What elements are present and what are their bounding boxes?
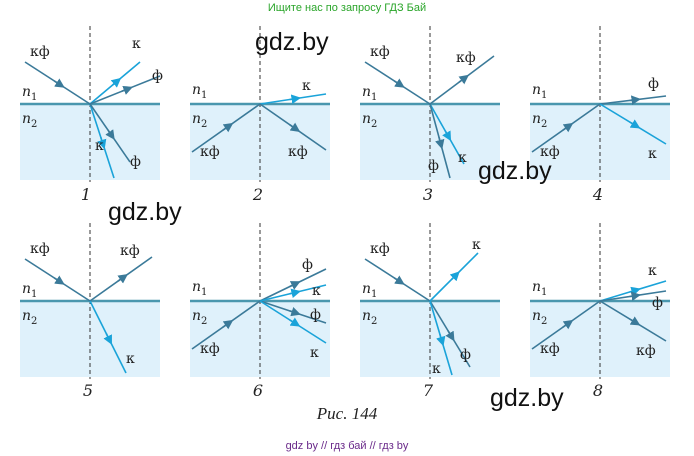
panel-1-refracted-k-arrow (97, 137, 107, 150)
footer-text: gdz by // гдз бай // гдз by (285, 440, 409, 452)
panel-3-incident-ray-arrow (393, 78, 405, 88)
figure-caption: Рис. 144 (316, 404, 378, 423)
watermark-2: gdz.by (478, 157, 552, 185)
top-banner: Ищите нас по запросу ГДЗ Бай (267, 2, 427, 14)
panel-6-refracted-f-arrow (289, 281, 301, 290)
panel-1-label-incident: кф (30, 44, 50, 60)
panel-6-label-reflected-k: к (310, 345, 319, 361)
panel-4-label-n1: n1 (532, 82, 547, 101)
panel-2-label-refracted-k: к (302, 78, 311, 94)
panel-7-refracted-f-arrow (445, 330, 455, 342)
panel-4-reflected-k-arrow (629, 119, 641, 129)
panel-7-label-refracted-k: к (432, 361, 441, 377)
watermark-4: gdz.by (490, 384, 564, 412)
panel-6-label-refracted-k: к (312, 283, 321, 299)
panel-7-label-incident: кф (370, 241, 390, 257)
panel-4-incident-ray-arrow (562, 122, 574, 133)
panel-5-incident-ray-arrow (53, 275, 65, 285)
watermark-3: gdz.by (108, 198, 182, 226)
panel-4-label-refracted-f: ф (648, 76, 659, 92)
panel-5-reflected-kf-arrow (117, 274, 129, 284)
panel-8-label-incident: кф (540, 341, 560, 357)
panel-8-label-refracted-k: к (648, 263, 657, 279)
panel-5-label-n1: n1 (22, 281, 37, 300)
panel-6-label-refracted-f: ф (302, 257, 313, 273)
panel-1-incident-ray-arrow (53, 78, 65, 88)
panel-4-refracted-f-arrow (629, 95, 642, 105)
panel-1-refracted-f-arrow (105, 129, 115, 140)
panel-5-number: 5 (83, 381, 93, 400)
panel-2-number: 2 (252, 185, 263, 204)
panel-3-number: 3 (423, 185, 433, 204)
panel-8-incident-ray-arrow (562, 319, 574, 330)
panel-6-reflected-k-arrow (289, 317, 301, 327)
panel-2-incident-ray-arrow (222, 122, 234, 133)
panel-1-label-refracted-k: к (95, 138, 104, 154)
panel-5-refracted-k-arrow (103, 333, 112, 345)
panel-6-label-n1: n1 (192, 279, 207, 298)
panel-6-label-reflected-f: ф (310, 307, 321, 323)
panel-3-label-n1: n1 (362, 84, 377, 103)
panel-8-label-reflected-kf: кф (636, 343, 656, 359)
panel-8-refracted-k-arrow (629, 286, 641, 296)
panel-1-label-reflected-f: ф (152, 68, 163, 84)
panel-7-refracted-k-arrow (436, 334, 446, 347)
panel-7-incident-ray-arrow (393, 275, 405, 285)
panel-3-reflected-kf-arrow (458, 74, 470, 85)
panel-3-label-reflected-kf: кф (456, 50, 476, 66)
panel-7-label-n1: n1 (362, 281, 377, 300)
panel-3-refracted-f-arrow (435, 137, 445, 150)
panel-1-reflected-f-arrow (121, 85, 133, 95)
panel-4-label-incident: кф (540, 144, 560, 160)
watermark-1: gdz.by (255, 28, 329, 56)
panel-4-number: 4 (592, 185, 603, 204)
panel-7-reflected-k-arrow (449, 271, 460, 282)
panel-2-label-incident: кф (200, 144, 220, 160)
panel-6-label-incident: кф (200, 341, 220, 357)
panel-1-label-reflected-k: к (132, 36, 141, 52)
panel-6-reflected-f-arrow (289, 307, 301, 317)
panel-8-refracted-f-arrow (629, 291, 642, 301)
panel-3-label-refracted-k: к (458, 150, 467, 166)
panel-1-label-refracted-f: ф (130, 154, 141, 170)
panel-5-label-reflected-kf: кф (120, 243, 140, 259)
panel-8-number: 8 (593, 381, 603, 400)
panel-4-label-reflected-k: к (648, 146, 657, 162)
panel-2-reflected-kf-arrow (289, 122, 301, 133)
panel-7-label-reflected-k: к (472, 237, 481, 253)
panel-3-label-incident: кф (370, 44, 390, 60)
panel-2-label-reflected-kf: кф (288, 144, 308, 160)
panel-3-refracted-k-arrow (442, 130, 452, 142)
panel-1-number: 1 (81, 185, 91, 204)
panel-8-label-refracted-f: ф (652, 295, 663, 311)
panel-8-reflected-kf-arrow (629, 316, 641, 326)
panel-7-label-refracted-f: ф (460, 347, 471, 363)
panel-8-label-n1: n1 (532, 279, 547, 298)
panel-6-refracted-k-arrow (289, 288, 301, 298)
panel-1-reflected-k-arrow (110, 77, 122, 88)
panel-3-label-refracted-f: ф (428, 158, 439, 174)
panel-2-refracted-k-arrow (289, 94, 302, 104)
panel-5-label-refracted-k: к (126, 351, 135, 367)
panel-7-number: 7 (423, 381, 434, 400)
panel-1-label-n1: n1 (22, 84, 37, 103)
panel-5-label-incident: кф (30, 241, 50, 257)
panel-2-label-n1: n1 (192, 82, 207, 101)
panel-6-incident-ray-arrow (222, 319, 234, 330)
panel-6-number: 6 (253, 381, 263, 400)
